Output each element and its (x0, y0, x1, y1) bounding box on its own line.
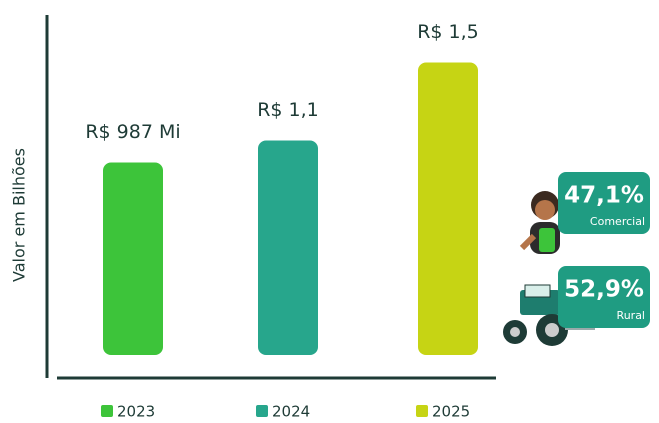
bar (418, 62, 478, 355)
legend-swatch (101, 405, 113, 417)
card (558, 266, 650, 328)
legend-swatch (256, 405, 268, 417)
person-icon (519, 191, 560, 254)
card-percent: 47,1% (564, 183, 644, 209)
y-axis-label: Valor em Bilhões (10, 148, 29, 282)
x-tick-label: 2024 (272, 403, 310, 421)
x-tick-label: 2023 (117, 403, 155, 421)
x-tick-label: 2025 (432, 403, 470, 421)
value-label: R$ 1,5 (417, 21, 479, 43)
value-label: R$ 987 Mi (85, 121, 180, 143)
card-label: Comercial (590, 215, 645, 228)
card (558, 172, 650, 234)
card-label: Rural (617, 309, 645, 322)
bar (258, 140, 318, 355)
card-percent: 52,9% (564, 277, 644, 303)
value-label: R$ 1,1 (257, 99, 319, 121)
bar (103, 162, 163, 355)
legend-swatch (416, 405, 428, 417)
